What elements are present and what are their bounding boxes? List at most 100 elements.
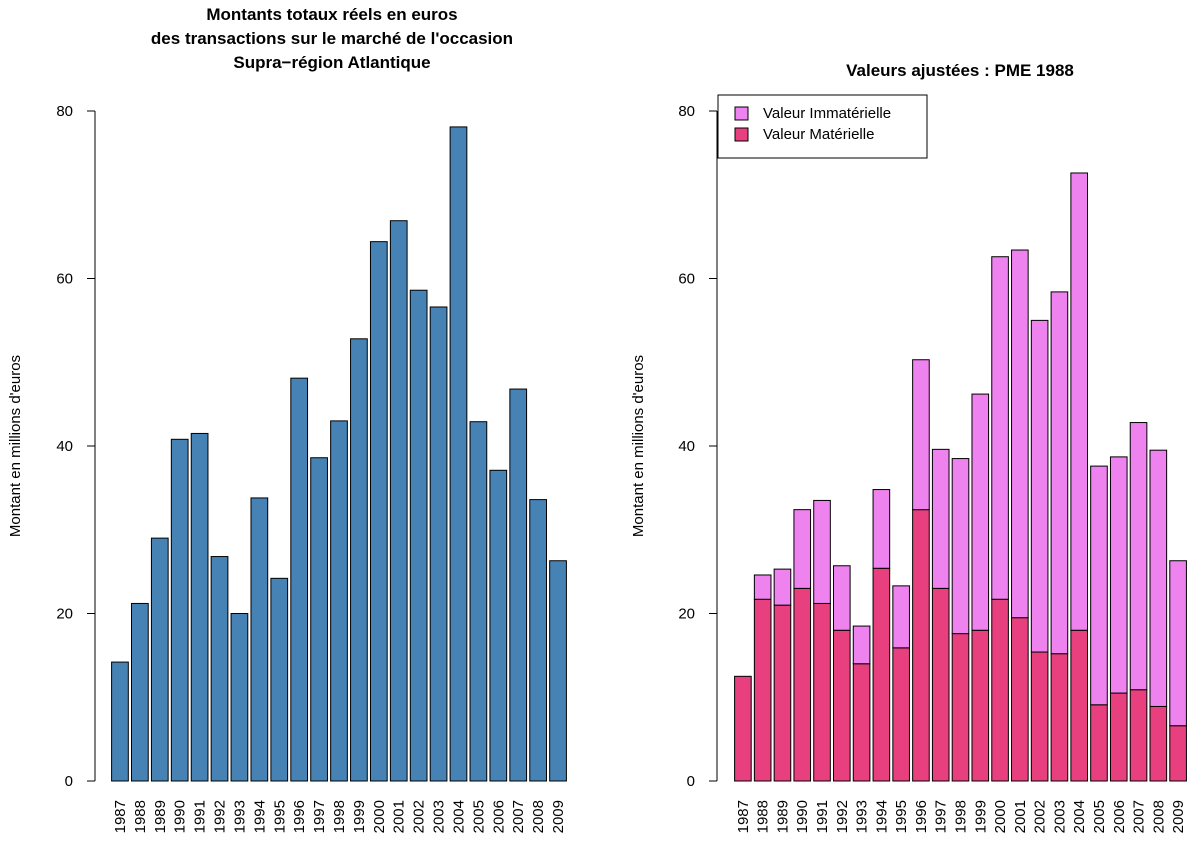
bar-segment bbox=[753, 574, 772, 600]
bar-segment bbox=[872, 489, 891, 569]
bar-segment bbox=[971, 393, 990, 631]
y-tick-label: 0 bbox=[687, 773, 695, 790]
bar-segment bbox=[753, 598, 772, 782]
x-tick-label: 1992 bbox=[212, 800, 229, 833]
x-tick-label: 2009 bbox=[1170, 800, 1187, 833]
bar-segment bbox=[1030, 651, 1049, 782]
x-tick-label: 1989 bbox=[774, 800, 791, 833]
x-tick-label: 1999 bbox=[972, 800, 989, 833]
y-axis-label: Montant en millions d'euros bbox=[7, 355, 24, 537]
bar bbox=[350, 338, 368, 782]
bar bbox=[210, 556, 229, 782]
bar bbox=[290, 377, 309, 782]
legend-label: Valeur Immatérielle bbox=[763, 105, 891, 122]
bar-segment bbox=[1169, 725, 1187, 782]
legend-swatch bbox=[734, 106, 749, 121]
y-axis-label: Montant en millions d'euros bbox=[630, 355, 647, 537]
bar-segment bbox=[1129, 422, 1148, 691]
bar-segment bbox=[813, 602, 831, 782]
x-tick-label: 1993 bbox=[231, 800, 248, 833]
bar bbox=[190, 432, 209, 782]
bar bbox=[449, 126, 468, 782]
bar-segment bbox=[773, 604, 792, 782]
bar bbox=[509, 388, 528, 782]
y-tick-label: 20 bbox=[56, 606, 73, 623]
x-tick-label: 1993 bbox=[854, 800, 871, 833]
bar bbox=[310, 457, 328, 782]
x-tick-label: 1994 bbox=[251, 800, 268, 833]
bar-segment bbox=[793, 587, 812, 782]
y-tick-label: 60 bbox=[56, 271, 73, 288]
bar bbox=[429, 306, 448, 782]
bar bbox=[170, 438, 189, 782]
bar bbox=[469, 421, 488, 782]
bar-segment bbox=[1050, 291, 1069, 655]
x-tick-label: 2001 bbox=[391, 800, 408, 833]
x-tick-label: 1990 bbox=[172, 800, 189, 833]
bar-segment bbox=[1129, 689, 1148, 782]
bar-segment bbox=[852, 625, 871, 665]
x-tick-label: 1990 bbox=[794, 800, 811, 833]
bar bbox=[111, 661, 129, 782]
x-tick-label: 2008 bbox=[530, 800, 547, 833]
bar bbox=[150, 537, 169, 782]
x-tick-label: 1996 bbox=[913, 800, 930, 833]
x-tick-label: 2000 bbox=[371, 800, 388, 833]
x-tick-label: 2003 bbox=[1051, 800, 1068, 833]
bar-segment bbox=[1090, 465, 1108, 706]
y-tick-label: 60 bbox=[678, 271, 695, 288]
bar-segment bbox=[1109, 692, 1128, 782]
bar-segment bbox=[892, 647, 910, 782]
bar-segment bbox=[773, 568, 792, 606]
bar bbox=[330, 420, 348, 782]
bar bbox=[270, 577, 289, 782]
x-tick-label: 1988 bbox=[132, 800, 149, 833]
bar bbox=[489, 469, 508, 782]
x-tick-label: 1995 bbox=[893, 800, 910, 833]
x-tick-label: 2004 bbox=[1071, 800, 1088, 833]
bar-segment bbox=[931, 587, 950, 782]
y-tick-label: 0 bbox=[65, 773, 73, 790]
x-tick-label: 1989 bbox=[152, 800, 169, 833]
x-tick-label: 2009 bbox=[550, 800, 567, 833]
bar-segment bbox=[971, 629, 990, 782]
bar-segment bbox=[734, 675, 752, 782]
x-tick-label: 1988 bbox=[755, 800, 772, 833]
bar bbox=[230, 613, 249, 782]
x-tick-label: 2005 bbox=[470, 800, 487, 833]
x-tick-label: 1995 bbox=[271, 800, 288, 833]
x-tick-label: 2006 bbox=[490, 800, 507, 833]
x-tick-label: 1987 bbox=[735, 800, 752, 833]
bar bbox=[369, 241, 388, 782]
bar-segment bbox=[832, 629, 851, 782]
bar-segment bbox=[991, 598, 1009, 782]
x-tick-label: 2002 bbox=[411, 800, 428, 833]
bar bbox=[549, 560, 567, 782]
bar-segment bbox=[793, 509, 812, 589]
x-tick-label: 2006 bbox=[1111, 800, 1128, 833]
x-tick-label: 2008 bbox=[1150, 800, 1167, 833]
bar-segment bbox=[813, 499, 831, 604]
x-tick-label: 1992 bbox=[834, 800, 851, 833]
bar bbox=[131, 602, 149, 782]
bar-segment bbox=[852, 663, 871, 782]
x-tick-label: 2007 bbox=[510, 800, 527, 833]
bar bbox=[250, 497, 269, 782]
legend-box bbox=[717, 94, 928, 159]
x-tick-label: 1997 bbox=[933, 800, 950, 833]
legend-swatch bbox=[734, 127, 749, 142]
x-tick-label: 1996 bbox=[291, 800, 308, 833]
x-tick-label: 1997 bbox=[311, 800, 328, 833]
bar-segment bbox=[991, 256, 1009, 600]
y-tick-label: 20 bbox=[678, 606, 695, 623]
x-tick-label: 1994 bbox=[873, 800, 890, 833]
bar-segment bbox=[872, 567, 891, 782]
x-tick-label: 1999 bbox=[351, 800, 368, 833]
bar-segment bbox=[1011, 249, 1029, 619]
bar-segment bbox=[1030, 319, 1049, 653]
bar-segment bbox=[892, 585, 910, 649]
x-tick-label: 2007 bbox=[1131, 800, 1148, 833]
bar-segment bbox=[832, 565, 851, 631]
bar-segment bbox=[1109, 456, 1128, 694]
bar-segment bbox=[1149, 449, 1168, 707]
